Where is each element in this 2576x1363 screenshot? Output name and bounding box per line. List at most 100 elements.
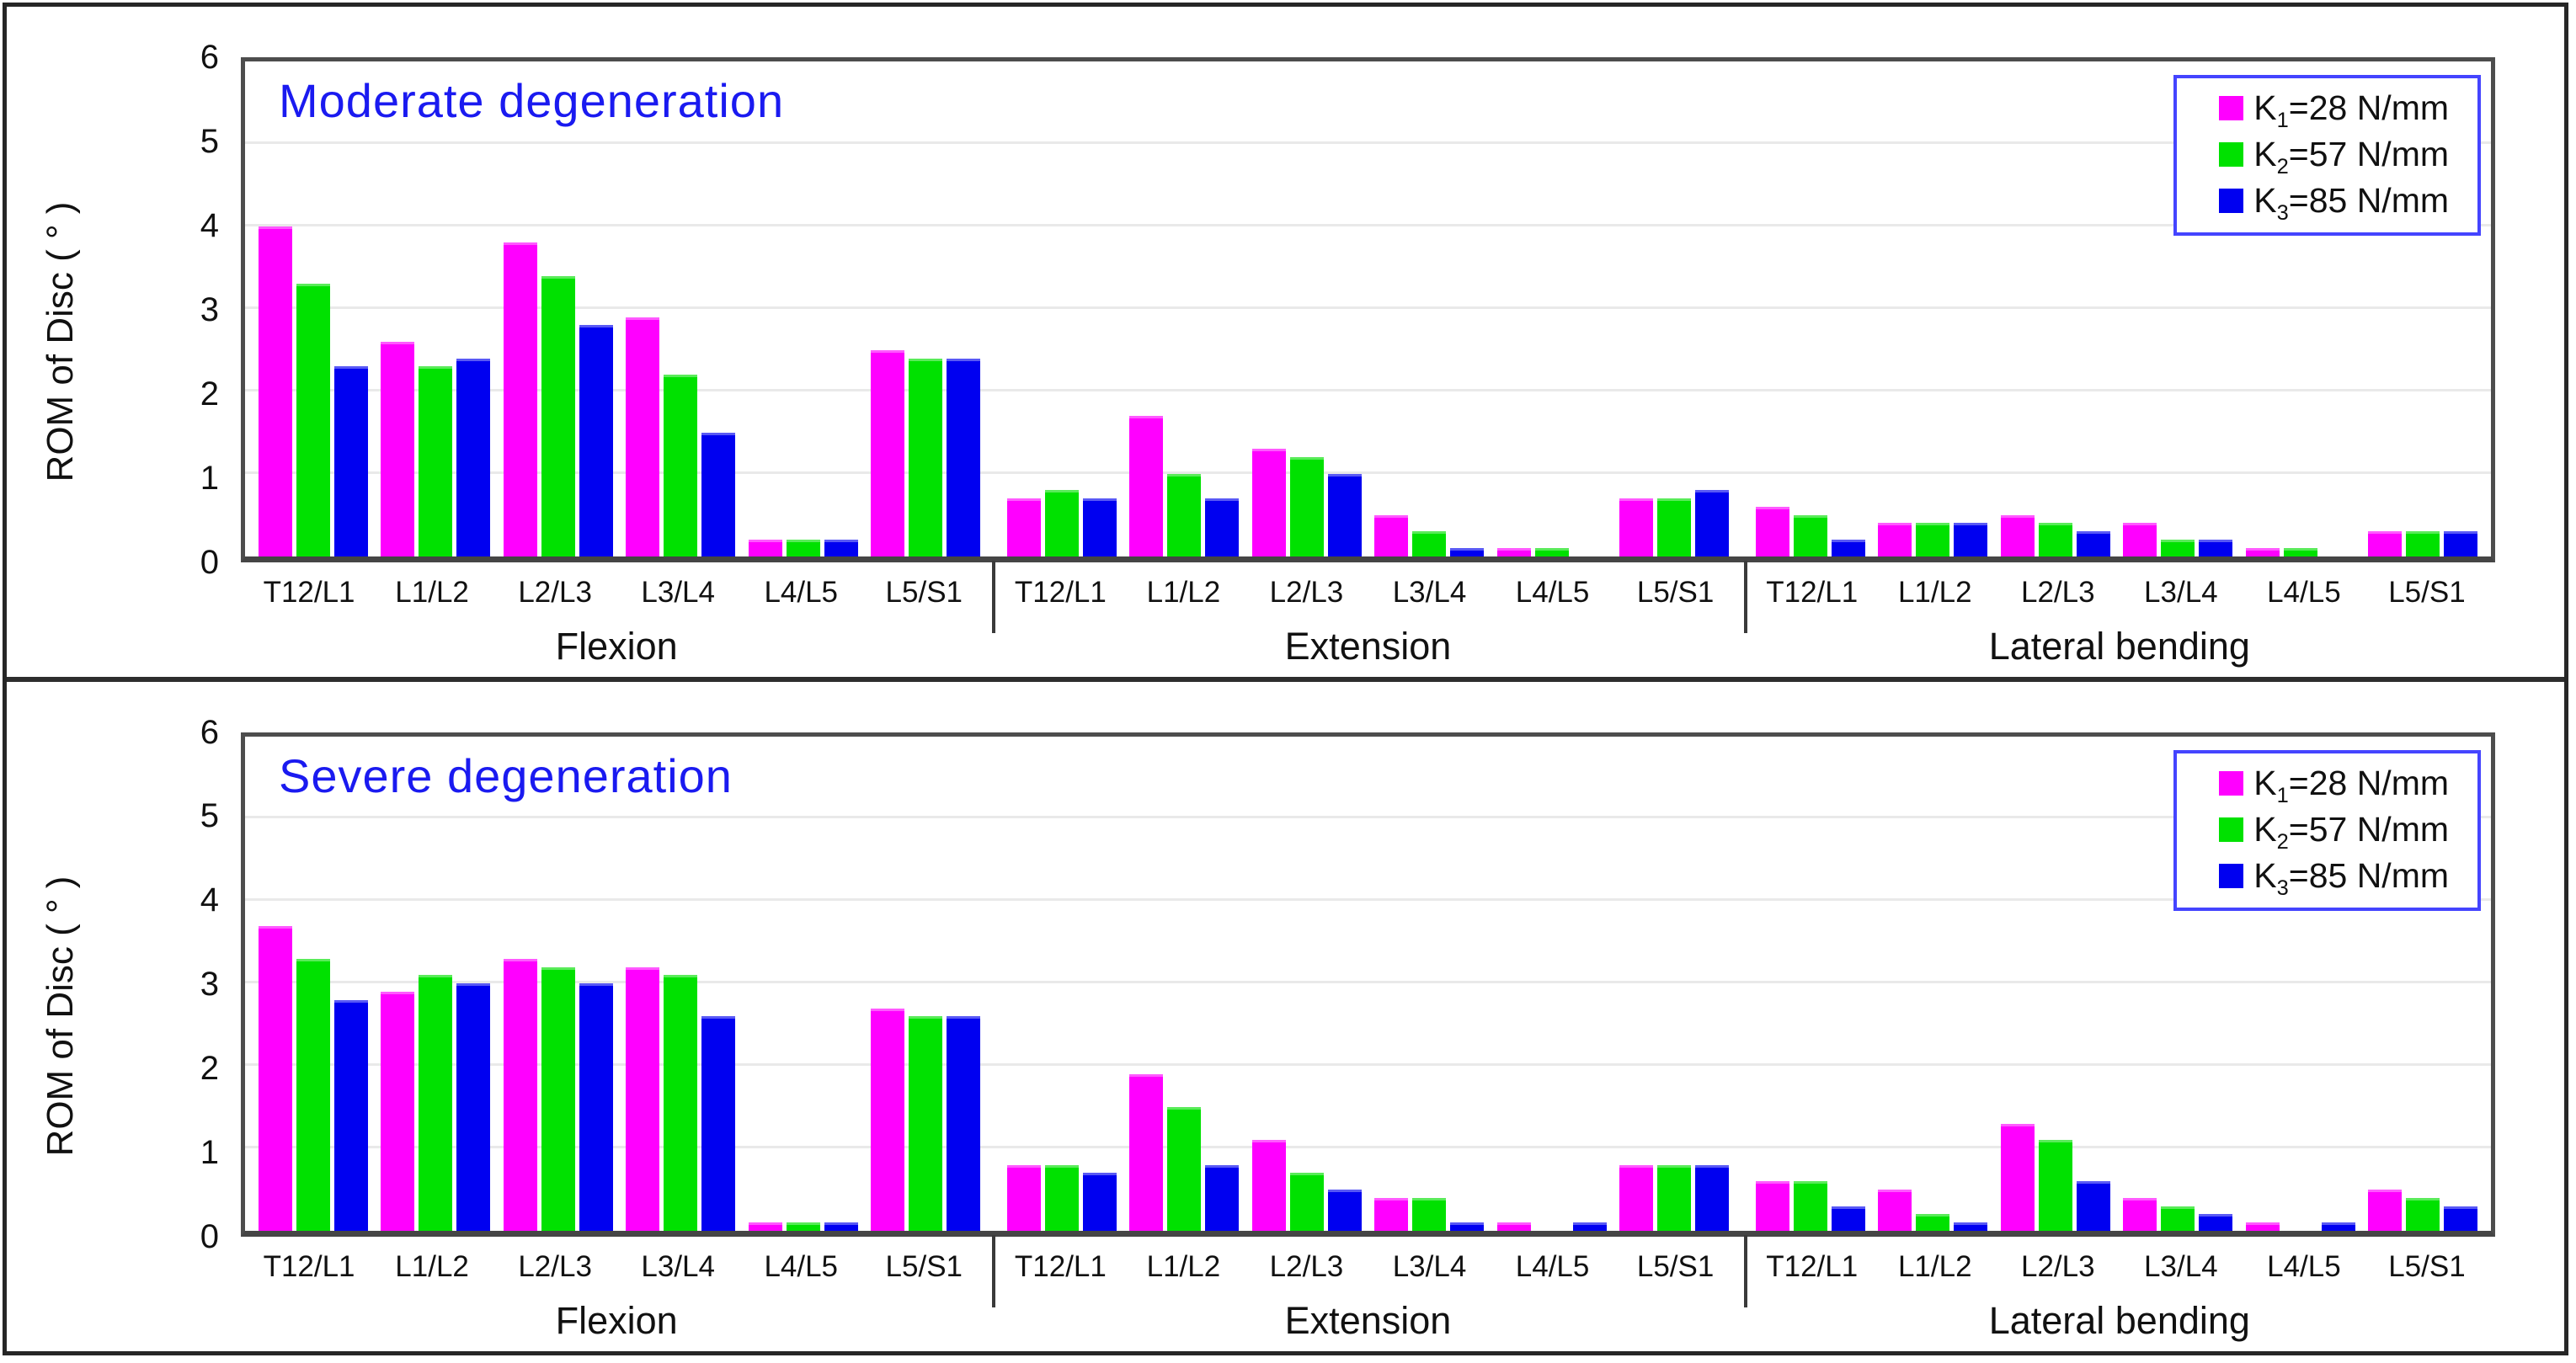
legend-item: K2=57 N/mm <box>2219 135 2449 178</box>
bar-lateral-bending-L1-L2-series3 <box>1954 523 1988 556</box>
legend-swatch <box>2219 863 2244 888</box>
bar-lateral-bending-L2-L3-series2 <box>2038 1140 2072 1231</box>
bar-lateral-bending-L5-S1-series2 <box>2406 1197 2440 1231</box>
bar-flexion-L4-L5-series3 <box>824 539 858 556</box>
bar-flexion-L3-L4-series2 <box>664 975 698 1231</box>
legend-item: K3=85 N/mm <box>2219 181 2449 226</box>
bar-cluster-L1-L2 <box>1129 737 1240 1231</box>
bar-extension-T12-L1-series2 <box>1044 490 1079 556</box>
bar-flexion-L3-L4-series2 <box>664 375 698 556</box>
category-label: L1/L2 <box>1897 575 1972 609</box>
bar-cluster-T12-L1 <box>258 737 368 1231</box>
category-label: L5/S1 <box>2388 575 2466 609</box>
bar-flexion-L5-S1-series3 <box>947 358 981 556</box>
bar-lateral-bending-T12-L1-series1 <box>1755 506 1789 556</box>
bar-cluster-T12-L1 <box>1755 61 1865 556</box>
bar-extension-T12-L1-series3 <box>1082 498 1117 556</box>
y-axis-tick-label: 4 <box>200 881 219 919</box>
legend-item: K3=85 N/mm <box>2219 856 2449 899</box>
category-label: L3/L4 <box>1392 1250 1467 1283</box>
bar-cluster-L4-L5 <box>2245 737 2355 1231</box>
legend-item: K1=28 N/mm <box>2219 763 2449 807</box>
group-separator <box>1743 1235 1747 1307</box>
bar-extension-L1-L2-series2 <box>1167 473 1202 556</box>
bar-lateral-bending-L4-L5-series1 <box>2245 1222 2280 1231</box>
bar-lateral-bending-L2-L3-series1 <box>2000 1123 2035 1231</box>
legend: K1=28 N/mm K2=57 N/mm K3=85 N/mm <box>2173 749 2481 911</box>
bar-cluster-L2-L3 <box>1251 61 1362 556</box>
bar-flexion-T12-L1-series3 <box>333 999 368 1231</box>
category-labels-extension: T12/L1 L1/L2 L2/L3 L3/L4 L4/L5 L5/S1 <box>992 562 1743 613</box>
bar-extension-L1-L2-series2 <box>1167 1107 1202 1231</box>
bar-cluster-L5-S1 <box>2368 61 2478 556</box>
bar-flexion-L5-S1-series2 <box>909 358 943 556</box>
bar-extension-L5-S1-series2 <box>1657 1164 1692 1231</box>
bar-flexion-L2-L3-series1 <box>503 958 537 1231</box>
bar-cluster-L2-L3 <box>503 61 613 556</box>
bar-extension-T12-L1-series2 <box>1044 1164 1079 1231</box>
bar-cluster-L2-L3 <box>1251 737 1362 1231</box>
bar-flexion-L2-L3-series1 <box>503 242 537 556</box>
category-label: L3/L4 <box>1392 575 1467 609</box>
bar-lateral-bending-L5-S1-series3 <box>2444 531 2478 556</box>
bar-flexion-L4-L5-series1 <box>748 539 782 556</box>
category-labels-lateral-bending: T12/L1 L1/L2 L2/L3 L3/L4 L4/L5 L5/S1 <box>1744 1237 2495 1287</box>
bar-lateral-bending-L3-L4-series3 <box>2199 1214 2233 1231</box>
category-label: T12/L1 <box>1014 575 1107 609</box>
bar-cluster-L1-L2 <box>1878 737 1988 1231</box>
bar-extension-L4-L5-series2 <box>1534 547 1569 556</box>
y-axis-tick-label: 4 <box>200 206 219 244</box>
x-axis-group-row: Flexion Extension Lateral bending <box>241 1287 2495 1346</box>
bar-flexion-L4-L5-series2 <box>786 1222 820 1231</box>
legend-label: K1=28 N/mm <box>2253 763 2449 807</box>
gridline <box>245 306 2491 309</box>
category-label: T12/L1 <box>1014 1250 1107 1283</box>
group-label-extension: Extension <box>1284 1299 1452 1342</box>
bar-cluster-T12-L1 <box>1006 737 1117 1231</box>
bar-extension-L4-L5-series1 <box>1496 547 1531 556</box>
legend-swatch <box>2219 817 2244 842</box>
bar-extension-L1-L2-series3 <box>1205 1164 1240 1231</box>
bar-flexion-T12-L1-series1 <box>258 925 292 1231</box>
category-label: L2/L3 <box>518 1250 592 1283</box>
bar-cluster-L4-L5 <box>1496 61 1607 556</box>
y-axis-tick-label: 2 <box>200 1050 219 1088</box>
category-label: L1/L2 <box>1146 1250 1221 1283</box>
bar-flexion-L3-L4-series3 <box>701 1016 736 1231</box>
y-axis-tick-label: 3 <box>200 290 219 328</box>
group-separator <box>992 560 996 633</box>
category-label: L2/L3 <box>2021 575 2095 609</box>
bar-cluster-L2-L3 <box>2000 61 2110 556</box>
category-label: L5/S1 <box>2388 1250 2466 1283</box>
bar-flexion-L2-L3-series2 <box>541 275 575 556</box>
legend-item: K2=57 N/mm <box>2219 809 2449 854</box>
group-label-flexion: Flexion <box>555 624 678 668</box>
bar-lateral-bending-L2-L3-series3 <box>2076 1181 2110 1231</box>
bar-extension-L1-L2-series1 <box>1129 1073 1164 1231</box>
y-axis-tick-label: 6 <box>200 39 219 76</box>
bar-lateral-bending-L5-S1-series3 <box>2444 1206 2478 1231</box>
category-label: T12/L1 <box>263 575 355 609</box>
bar-cluster-L2-L3 <box>503 737 613 1231</box>
bar-extension-T12-L1-series1 <box>1006 1164 1041 1231</box>
bar-cluster-L5-S1 <box>871 61 981 556</box>
y-axis: 0 1 2 3 4 5 6 <box>115 716 241 1254</box>
bar-cluster-L5-S1 <box>1619 61 1730 556</box>
bar-extension-L3-L4-series1 <box>1374 514 1409 556</box>
chart-main-area: 0 1 2 3 4 5 6 Moderate degeneration K1=28 N/mm… <box>115 7 2564 677</box>
y-axis-tick-label: 5 <box>200 122 219 160</box>
legend-label: K2=57 N/mm <box>2253 809 2449 854</box>
bar-extension-L3-L4-series2 <box>1412 531 1447 556</box>
category-label: L2/L3 <box>1269 575 1344 609</box>
legend-swatch <box>2219 142 2244 168</box>
bar-cluster-L1-L2 <box>381 61 491 556</box>
bar-cluster-L3-L4 <box>626 737 736 1231</box>
category-label: T12/L1 <box>1766 1250 1859 1283</box>
bar-extension-L3-L4-series2 <box>1412 1197 1447 1231</box>
bar-flexion-L1-L2-series2 <box>419 366 453 556</box>
bar-extension-T12-L1-series3 <box>1082 1173 1117 1231</box>
bar-cluster-L3-L4 <box>2123 737 2233 1231</box>
bar-cluster-L5-S1 <box>2368 737 2478 1231</box>
legend-label: K3=85 N/mm <box>2253 181 2449 226</box>
bar-extension-L2-L3-series1 <box>1251 449 1286 556</box>
